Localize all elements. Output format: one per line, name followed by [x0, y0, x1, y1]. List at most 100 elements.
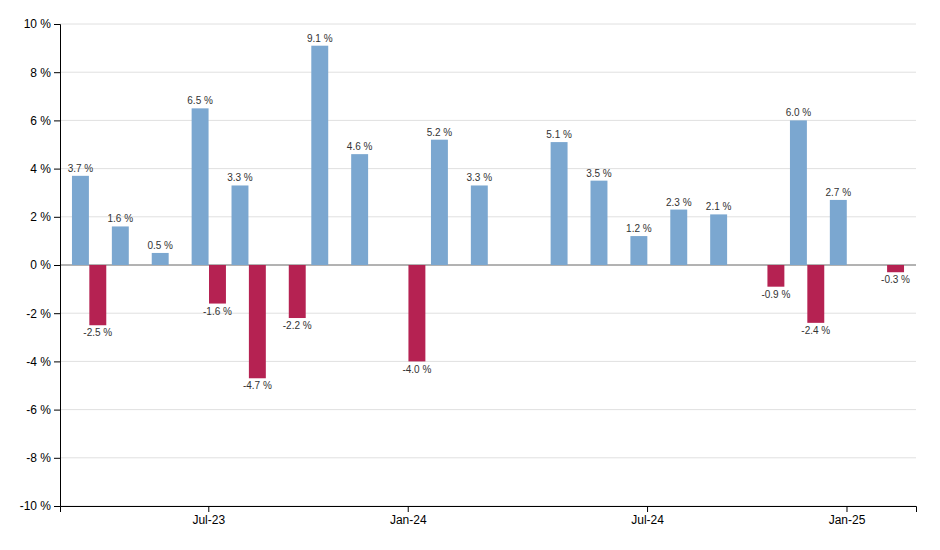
- bar: [369, 265, 386, 266]
- y-tick-mark: [54, 217, 60, 218]
- data-label: 3.5 %: [586, 168, 612, 179]
- grid-line: [60, 72, 916, 73]
- y-tick-label: 0 %: [30, 258, 51, 272]
- x-tick: Jan-25: [829, 506, 866, 527]
- bar: [551, 142, 568, 265]
- y-tick-label: 2 %: [30, 210, 51, 224]
- bar: [351, 154, 368, 265]
- bar: [767, 265, 784, 287]
- x-tick-label: Jul-24: [631, 513, 664, 527]
- y-tick: 0 %: [30, 258, 60, 272]
- bar: [431, 140, 448, 265]
- bar: [471, 185, 488, 265]
- y-tick-label: -8 %: [26, 451, 51, 465]
- data-label: -1.6 %: [203, 306, 232, 317]
- bar: [568, 265, 585, 266]
- y-tick-mark: [54, 24, 60, 25]
- bar: [391, 265, 408, 266]
- data-label: -2.2 %: [283, 320, 312, 331]
- y-tick: -10 %: [20, 499, 60, 513]
- y-tick-mark: [54, 458, 60, 459]
- data-label: -0.3 %: [881, 274, 910, 285]
- x-tick: Jul-23: [192, 506, 225, 527]
- x-tick-label: Jan-25: [829, 513, 866, 527]
- grid-line: [60, 313, 916, 314]
- bar: [89, 265, 106, 325]
- data-label: 9.1 %: [307, 33, 333, 44]
- data-label: -2.5 %: [83, 327, 112, 338]
- y-tick-label: 4 %: [30, 162, 51, 176]
- bar: [790, 120, 807, 265]
- bar: [870, 265, 887, 266]
- data-label: 1.6 %: [108, 213, 134, 224]
- grid-line: [60, 361, 916, 362]
- bar: [591, 181, 608, 265]
- x-tick-mark: [647, 506, 648, 512]
- grid-line: [60, 216, 916, 217]
- y-tick: -8 %: [26, 451, 60, 465]
- y-tick-label: -4 %: [26, 355, 51, 369]
- y-tick: -6 %: [26, 403, 60, 417]
- bar: [408, 265, 425, 361]
- y-tick: 4 %: [30, 162, 60, 176]
- data-labels: 3.7 %1.6 %0.5 %6.5 %3.3 %9.1 %4.6 %5.2 %…: [68, 33, 910, 392]
- y-tick-mark: [54, 506, 60, 507]
- y-axis-line: [54, 25, 61, 507]
- x-axis-line: [61, 507, 917, 513]
- y-tick-label: 10 %: [24, 17, 52, 31]
- grid-line: [60, 168, 916, 169]
- bar: [209, 265, 226, 304]
- y-axis: -10 %-8 %-6 %-4 %-2 %0 %2 %4 %6 %8 %10 %: [20, 17, 61, 513]
- bar: [271, 265, 288, 266]
- bar: [192, 108, 209, 265]
- bar: [152, 253, 169, 265]
- y-tick: 10 %: [24, 17, 60, 31]
- bar: [249, 265, 266, 378]
- data-label: 3.3 %: [227, 172, 253, 183]
- bar: [750, 265, 767, 266]
- y-tick-label: -6 %: [26, 403, 51, 417]
- data-label: 0.5 %: [147, 240, 173, 251]
- bar: [72, 176, 89, 265]
- x-tick-mark: [408, 506, 409, 512]
- x-tick: Jul-24: [631, 506, 664, 527]
- y-tick-mark: [54, 169, 60, 170]
- data-label: 1.2 %: [626, 223, 652, 234]
- y-tick-mark: [54, 72, 60, 73]
- bar: [488, 265, 505, 266]
- bar: [648, 265, 665, 266]
- bar: [329, 265, 346, 266]
- data-label: -2.4 %: [801, 325, 830, 336]
- bars: [72, 46, 904, 379]
- y-tick: -2 %: [26, 307, 60, 321]
- data-label: -4.0 %: [402, 364, 431, 375]
- data-label: 3.3 %: [467, 172, 493, 183]
- data-label: -4.7 %: [243, 380, 272, 391]
- data-label: -0.9 %: [761, 289, 790, 300]
- bar: [670, 210, 687, 265]
- y-tick-label: 6 %: [30, 114, 51, 128]
- bar: [608, 265, 625, 266]
- y-tick: 6 %: [30, 114, 60, 128]
- grid-line: [60, 457, 916, 458]
- y-tick-mark: [54, 265, 60, 266]
- data-label: 5.1 %: [546, 129, 572, 140]
- bar: [807, 265, 824, 323]
- y-tick-mark: [54, 410, 60, 411]
- bar: [232, 185, 249, 265]
- data-label: 5.2 %: [427, 127, 453, 138]
- grid-line: [60, 409, 916, 410]
- x-tick-label: Jan-24: [390, 513, 427, 527]
- grid-line: [60, 24, 916, 25]
- y-tick-mark: [54, 361, 60, 362]
- bar: [528, 265, 545, 266]
- bar: [688, 265, 705, 266]
- bar: [830, 200, 847, 265]
- data-label: 4.6 %: [347, 141, 373, 152]
- data-label: 2.1 %: [706, 201, 732, 212]
- y-tick-mark: [54, 313, 60, 314]
- x-tick-mark: [846, 506, 847, 512]
- x-tick-label: Jul-23: [192, 513, 225, 527]
- bar: [710, 214, 727, 265]
- grid-line: [60, 120, 916, 121]
